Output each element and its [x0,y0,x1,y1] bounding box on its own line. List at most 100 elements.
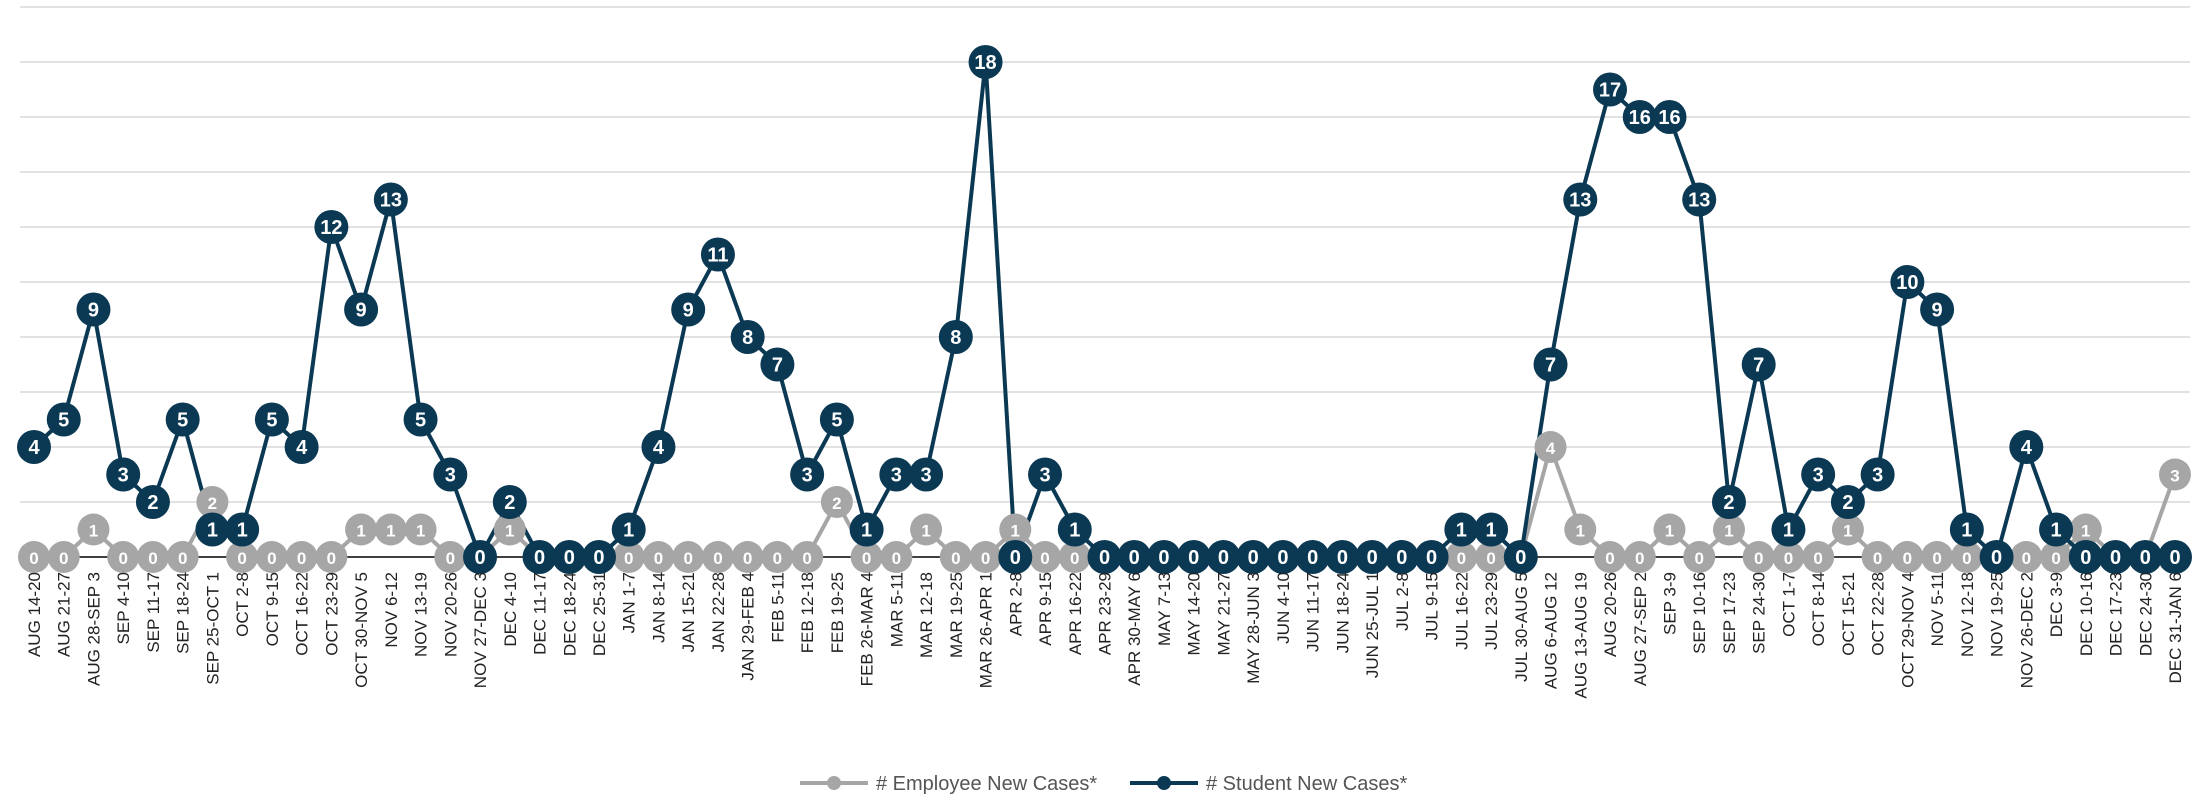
x-tick-label: MAY 7-13 [1155,572,1174,646]
student-data-point: 0 [1295,540,1330,574]
employee-data-label: 2 [832,494,841,513]
student-data-point: 9 [1920,292,1955,327]
student-data-label: 0 [1426,547,1437,569]
employee-data-label: 0 [1040,549,1049,568]
student-data-point: 4 [284,430,319,464]
employee-data-point: 0 [761,541,794,573]
student-data-point: 0 [1146,540,1181,574]
employee-data-label: 0 [773,549,782,568]
employee-marker [850,541,883,573]
student-data-label: 8 [950,327,961,349]
student-marker [284,430,319,464]
student-data-label: 3 [921,465,932,487]
x-tick-label: SEP 24-30 [1750,572,1769,654]
employee-data-point: 1 [345,513,378,546]
employee-marker [1534,431,1567,463]
x-tick-label: NOV 6-12 [382,572,401,648]
x-tick-label: MAR 12-18 [917,572,936,658]
student-data-label: 2 [1842,492,1853,514]
employee-marker [47,541,80,573]
employee-data-label: 0 [951,549,960,568]
student-marker [106,457,141,492]
x-tick-label: AUG 27-SEP 2 [1631,572,1650,686]
x-tick-label: AUG 28-SEP 3 [84,572,103,686]
gridlines [20,6,2190,503]
employee-data-label: 0 [267,549,276,568]
student-data-point: 0 [1979,540,2014,574]
employee-data-label: 0 [1694,549,1703,568]
employee-data-point: 0 [791,541,824,573]
student-data-label: 3 [1813,465,1824,487]
student-marker [1206,540,1241,574]
student-marker [790,457,825,492]
employee-data-point: 0 [226,541,259,573]
student-data-label: 5 [177,410,188,432]
employee-marker [1653,513,1686,546]
student-data-point: 0 [463,540,498,574]
employee-data-label: 0 [624,549,633,568]
employee-data-point: 0 [1772,541,1805,573]
legend: # Employee New Cases* # Student New Case… [800,773,1407,795]
student-data-point: 2 [1711,485,1746,519]
student-marker [1384,540,1419,574]
student-data-point: 0 [1236,540,1271,574]
employee-marker [434,541,467,573]
x-tick-label: OCT 23-29 [322,572,341,656]
student-data-point: 0 [581,540,616,574]
student-data-point: 0 [1117,540,1152,574]
student-data-point: 0 [1087,540,1122,574]
student-marker [760,347,795,382]
student-marker [1979,540,2014,574]
student-data-label: 0 [1099,547,1110,569]
employee-data-label: 0 [654,549,663,568]
x-tick-label: OCT 2-8 [233,572,252,637]
student-data-label: 0 [1991,547,2002,569]
student-data-point: 5 [819,402,854,437]
employee-marker [166,541,199,573]
employee-marker [2069,513,2102,546]
student-data-label: 0 [2110,547,2121,569]
x-tick-label: FEB 26-MAR 4 [858,572,877,686]
employee-data-point: 0 [672,541,705,573]
employee-data-point: 0 [166,541,199,573]
x-tick-label: JUL 30-AUG 5 [1512,572,1531,682]
employee-data-label: 0 [981,549,990,568]
student-marker [1920,292,1955,327]
employee-marker [1921,541,1954,573]
student-data-point: 0 [1384,540,1419,574]
student-marker [2128,540,2163,574]
student-data-point: 1 [611,512,646,547]
employee-marker [612,541,645,573]
student-data-label: 0 [1010,547,1021,569]
student-data-label: 1 [1961,520,1972,542]
student-data-point: 2 [1830,485,1865,519]
student-data-point: 7 [760,347,795,382]
employee-data-label: 1 [1576,522,1585,541]
student-data-label: 0 [1218,547,1229,569]
x-tick-label: MAR 5-11 [887,572,906,647]
student-data-label: 0 [1158,547,1169,569]
student-data-label: 13 [1569,190,1591,212]
employee-marker [791,541,824,573]
student-marker [819,402,854,437]
x-tick-label: JUL 23-29 [1482,572,1501,650]
student-data-label: 2 [147,492,158,514]
employee-marker [1712,513,1745,546]
employee-data-label: 0 [743,549,752,568]
student-data-label: 7 [772,355,783,377]
x-tick-label: MAY 28-JUN 3 [1244,572,1263,684]
employee-data-label: 0 [327,549,336,568]
student-marker [700,237,735,272]
student-data-point: 4 [17,430,51,464]
employee-data-point: 4 [1534,431,1567,463]
student-marker [225,512,260,547]
employee-marker [820,486,853,518]
student-data-point: 9 [76,292,111,327]
student-data-point: 3 [879,457,914,492]
x-tick-label: JUL 2-8 [1393,572,1412,631]
employee-data-point: 1 [374,513,407,546]
x-tick-label: AUG 14-20 [25,572,44,657]
student-data-point: 5 [254,402,289,437]
student-data-label: 4 [296,437,308,459]
employee-data-label: 1 [416,522,425,541]
